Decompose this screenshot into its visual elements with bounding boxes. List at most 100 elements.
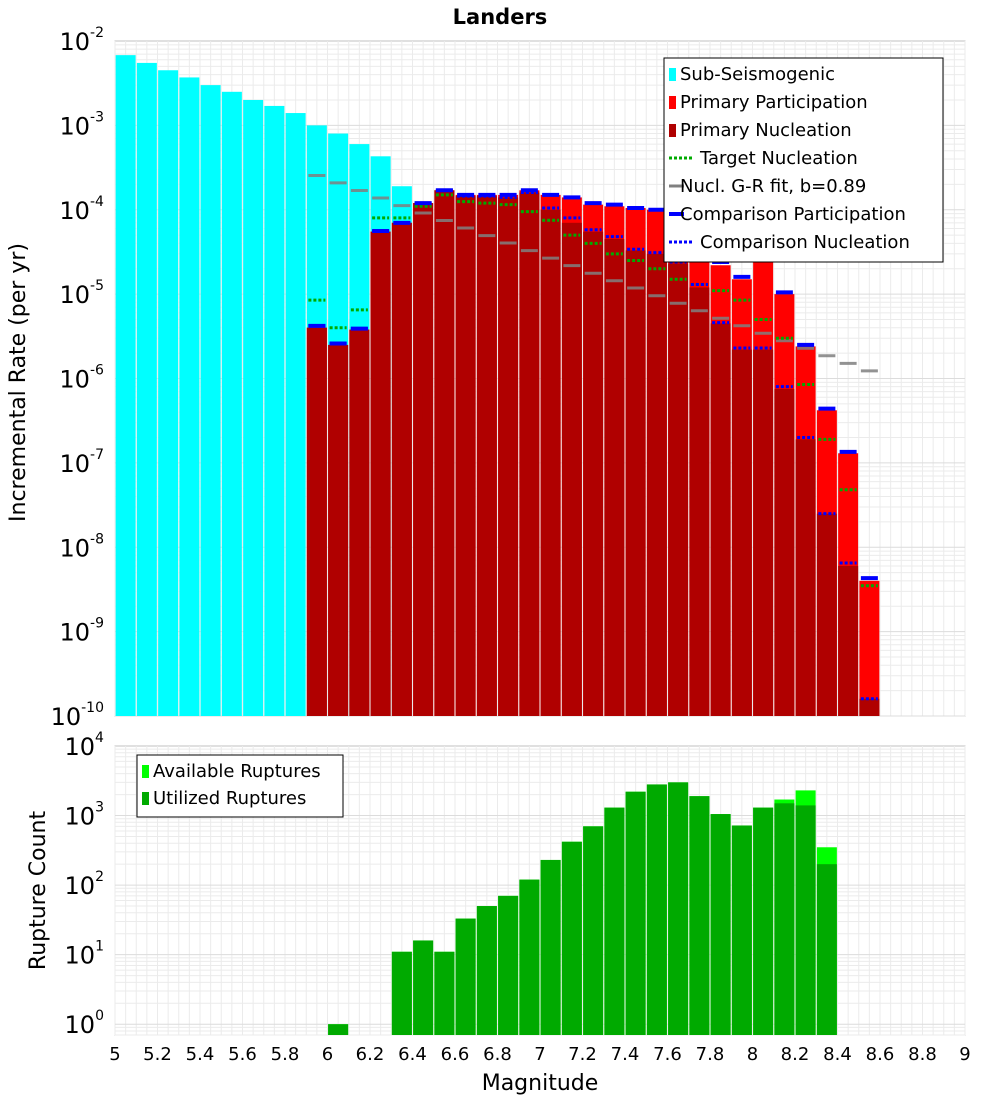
count-legend: Available Ruptures Utilized Ruptures [136, 754, 344, 818]
y-tick-label: 103 [65, 800, 104, 831]
count-legend-swatch [142, 792, 149, 805]
utilized-bar [328, 1024, 349, 1035]
nucleation-bar [413, 203, 434, 716]
nucleation-bar [455, 196, 476, 716]
x-axis-label: Magnitude [482, 1071, 599, 1096]
x-tick-label: 7 [534, 1044, 545, 1065]
utilized-bar [816, 864, 837, 1035]
utilized-bar [455, 918, 476, 1035]
x-tick-label: 6.2 [356, 1044, 385, 1065]
count-plot-bars [328, 782, 837, 1035]
count-y-axis-label: Rupture Count [26, 811, 51, 971]
x-tick-label: 8.6 [866, 1044, 895, 1065]
y-tick-label: 10-6 [59, 363, 104, 394]
nucleation-bar [668, 263, 689, 716]
utilized-bar [668, 782, 689, 1035]
rate-legend-label: Comparison Nucleation [700, 232, 910, 253]
nucleation-bar [859, 698, 880, 716]
nucleation-bar [774, 389, 795, 716]
rate-legend-swatch [669, 68, 676, 81]
rate-y-axis-label: Incremental Rate (per yr) [6, 243, 31, 522]
sub-seismogenic-bar [200, 85, 221, 716]
sub-seismogenic-bar [285, 113, 306, 716]
nucleation-bar [710, 323, 731, 716]
rate-legend-label: Comparison Participation [680, 204, 906, 225]
nucleation-bar [838, 565, 859, 716]
y-tick-label: 10-2 [59, 25, 104, 56]
rate-y-ticks: 10-10 10-9 10-8 10-7 10-6 10-5 10-4 10-3 10-2 [51, 25, 104, 731]
y-tick-label: 10-5 [59, 278, 104, 309]
y-tick-label: 100 [65, 1008, 104, 1039]
utilized-bar [625, 791, 646, 1035]
rate-legend-box [663, 57, 944, 263]
count-legend-box [136, 754, 344, 818]
utilized-bar [774, 803, 795, 1035]
y-tick-label: 10-3 [59, 109, 104, 140]
x-tick-label: 8.4 [823, 1044, 852, 1065]
x-tick-label: 5.4 [186, 1044, 215, 1065]
rate-legend-swatch [669, 96, 676, 109]
count-legend-swatch [142, 765, 149, 778]
nucleation-bar [625, 250, 646, 717]
y-tick-label: 10-7 [59, 447, 104, 478]
nucleation-bar [349, 329, 370, 716]
x-tick-label: 7.2 [568, 1044, 597, 1065]
nucleation-bar [434, 190, 455, 716]
utilized-bar [476, 906, 497, 1035]
y-tick-label: 10-10 [51, 700, 104, 731]
rate-plot: 10-10 10-9 10-8 10-7 10-6 10-5 10-4 10-3 10-2 Su… [6, 25, 966, 731]
y-tick-label: 102 [65, 869, 104, 900]
nucleation-bar [795, 439, 816, 716]
nucleation-bar [689, 287, 710, 716]
x-tick-label: 6.6 [441, 1044, 470, 1065]
rate-plot-bars [115, 55, 880, 717]
count-legend-label: Available Ruptures [153, 761, 321, 782]
count-plot: 100 101 102 103 104 5 5.2 5.4 5.6 5.8 6 6.2 6.4 6.6 6… [26, 730, 971, 1096]
x-tick-label: 5.2 [143, 1044, 172, 1065]
sub-seismogenic-bar [243, 99, 264, 717]
sub-seismogenic-bar [158, 70, 179, 716]
nucleation-bar [604, 239, 625, 716]
rate-legend-swatch [669, 124, 676, 137]
rate-legend: Sub-Seismogenic Primary Participation Prim… [663, 57, 944, 263]
rate-legend-label: Nucl. G-R fit, b=0.89 [680, 176, 866, 197]
y-tick-label: 104 [64, 730, 104, 761]
utilized-bar [689, 796, 710, 1035]
rate-legend-label: Primary Participation [680, 92, 868, 113]
x-tick-label: 8 [747, 1044, 758, 1065]
nucleation-bar [583, 231, 604, 716]
nucleation-bar [646, 253, 667, 716]
y-tick-label: 101 [65, 939, 104, 970]
sub-seismogenic-bar [115, 55, 136, 716]
rate-legend-label: Primary Nucleation [680, 120, 852, 141]
count-legend-label: Utilized Ruptures [153, 788, 306, 809]
y-tick-label: 10-4 [59, 194, 104, 225]
nucleation-bar [328, 344, 349, 716]
x-tick-label: 7.6 [653, 1044, 682, 1065]
nucleation-bar [816, 513, 837, 716]
utilized-bar [434, 951, 455, 1035]
utilized-bar [646, 784, 667, 1035]
nucleation-bar [561, 222, 582, 716]
utilized-bar [753, 807, 774, 1035]
sub-seismogenic-bar [221, 91, 242, 716]
utilized-bar [731, 825, 752, 1035]
nucleation-bar [391, 222, 412, 716]
x-tick-label: 9 [959, 1044, 970, 1065]
utilized-bar [561, 841, 582, 1035]
x-tick-label: 7.8 [696, 1044, 725, 1065]
nucleation-bar [306, 327, 327, 716]
utilized-bar [540, 859, 561, 1035]
sub-seismogenic-bar [136, 62, 157, 716]
x-tick-label: 5 [109, 1044, 120, 1065]
x-tick-label: 6.8 [483, 1044, 512, 1065]
nucleation-bar [731, 349, 752, 716]
nucleation-bar [753, 349, 774, 716]
utilized-bar [391, 951, 412, 1035]
x-ticks: 5 5.2 5.4 5.6 5.8 6 6.2 6.4 6.6 6.8 7 7.2 7.4 7.6 7.8 8… [109, 1044, 970, 1065]
rate-legend-label: Target Nucleation [699, 148, 858, 169]
utilized-bar [519, 879, 540, 1035]
rate-legend-label: Sub-Seismogenic [680, 64, 835, 85]
chart-title: Landers [453, 5, 548, 29]
